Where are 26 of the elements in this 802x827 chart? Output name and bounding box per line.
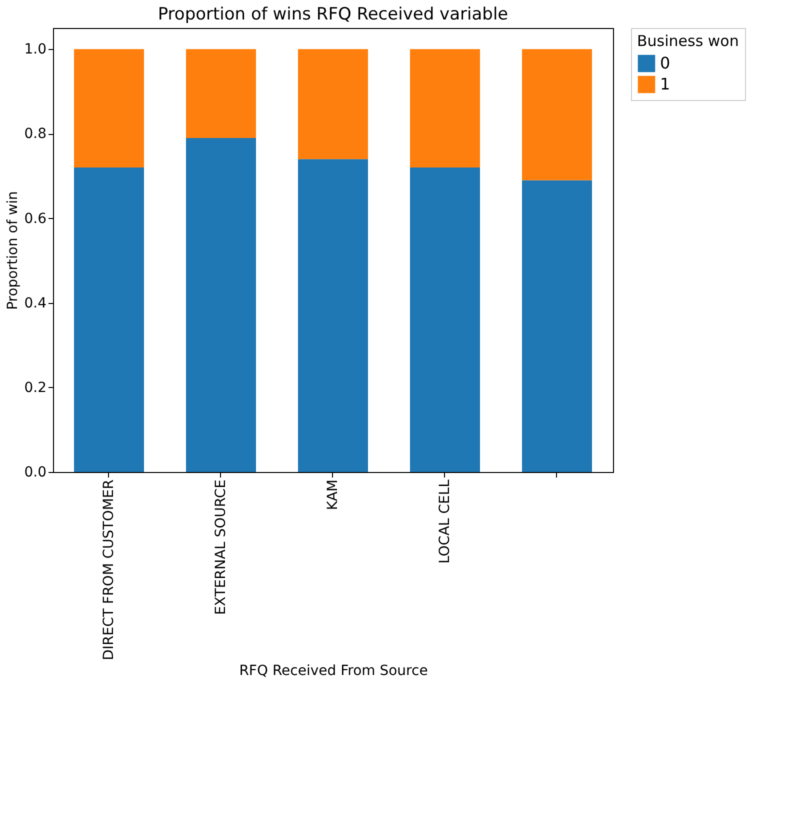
bar	[74, 49, 144, 168]
bar	[522, 49, 592, 180]
x-axis-title: RFQ Received From Source	[239, 663, 428, 680]
y-tick-label: 0.6	[24, 210, 47, 227]
bar	[522, 180, 592, 472]
bar	[186, 49, 256, 138]
bar	[74, 168, 144, 472]
y-tick-label: 0.0	[24, 464, 46, 480]
y-tick-label: 0.4	[24, 295, 47, 312]
x-tick-label: KAM	[325, 480, 341, 510]
bar	[298, 49, 368, 160]
bar	[410, 49, 480, 168]
x-tick-label: LOCAL CELL	[437, 479, 453, 564]
bar	[186, 138, 256, 472]
y-tick-label: 0.2	[24, 380, 46, 396]
legend-label: 0	[660, 54, 670, 72]
legend-title: Business won	[637, 32, 739, 50]
bar	[298, 159, 368, 472]
bar	[410, 168, 480, 472]
y-tick-label: 0.8	[24, 126, 46, 142]
x-tick-label: EXTERNAL SOURCE	[213, 480, 229, 615]
legend-label: 1	[660, 74, 670, 94]
chart-title: Proportion of wins RFQ Received variable	[158, 4, 508, 24]
y-tick-label: 1.0	[24, 42, 46, 58]
y-axis-title: Proportion of win	[5, 191, 22, 310]
x-tick-label: DIRECT FROM CUSTOMER	[101, 479, 117, 660]
